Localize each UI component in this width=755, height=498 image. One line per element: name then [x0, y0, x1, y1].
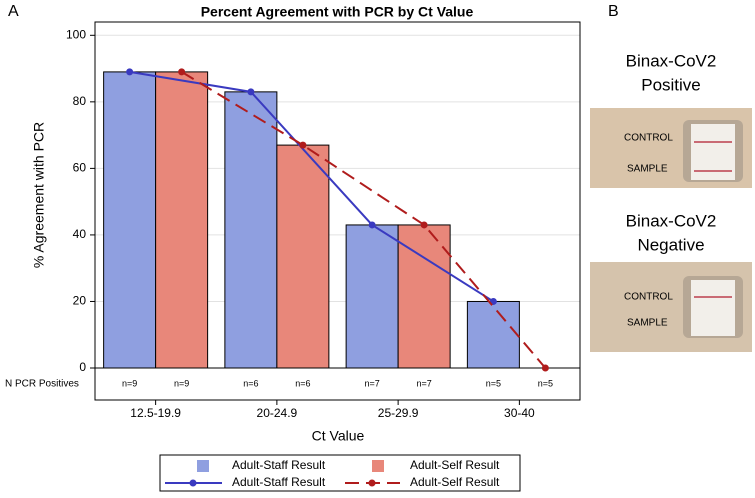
- legend-label: Adult-Staff Result: [232, 475, 326, 489]
- count-row-label: N PCR Positives: [5, 379, 79, 390]
- panel-label: A: [8, 3, 19, 20]
- image-text: CONTROL: [624, 133, 673, 144]
- legend-swatch: [368, 479, 376, 487]
- chart-title: Percent Agreement with PCR by Ct Value: [201, 4, 474, 20]
- image-title: Binax-CoV2: [626, 211, 717, 230]
- y-tick-label: 0: [79, 360, 86, 374]
- image-text: CONTROL: [624, 292, 673, 303]
- image-text: SAMPLE: [627, 318, 668, 329]
- x-tick-label: 20-24.9: [257, 406, 298, 420]
- y-tick-label: 20: [73, 294, 87, 308]
- y-tick-label: 100: [66, 27, 86, 41]
- legend-swatch: [197, 460, 209, 472]
- y-tick-label: 40: [73, 227, 87, 241]
- image-title: Negative: [637, 235, 704, 254]
- x-axis-label: Ct Value: [312, 428, 365, 444]
- x-tick-label: 12.5-19.9: [130, 406, 181, 420]
- panel-label: B: [608, 3, 619, 20]
- legend-label: Adult-Self Result: [410, 458, 500, 472]
- point: [420, 221, 428, 229]
- point: [247, 88, 255, 96]
- legend-swatch: [189, 479, 197, 487]
- count-label: n=5: [538, 378, 553, 388]
- bar: [345, 224, 399, 369]
- point: [368, 221, 376, 229]
- bar: [276, 144, 330, 369]
- y-tick-label: 80: [73, 94, 87, 108]
- point: [299, 141, 307, 149]
- line: [181, 71, 547, 369]
- count-label: n=7: [364, 378, 379, 388]
- plot-frame: [94, 21, 581, 401]
- point: [541, 364, 549, 372]
- count-label: n=6: [243, 378, 258, 388]
- x-tick-label: 25-29.9: [378, 406, 419, 420]
- count-label: n=7: [416, 378, 431, 388]
- line: [129, 70, 494, 303]
- image-title: Positive: [641, 75, 701, 94]
- bar: [224, 91, 278, 369]
- test-image: [590, 262, 752, 352]
- legend-label: Adult-Staff Result: [232, 458, 326, 472]
- y-axis-label: % Agreement with PCR: [31, 122, 47, 268]
- test-image: [590, 108, 752, 188]
- count-label: n=9: [122, 378, 137, 388]
- bar: [103, 71, 157, 369]
- count-label: n=5: [486, 378, 501, 388]
- count-label: n=6: [295, 378, 310, 388]
- point: [178, 68, 186, 76]
- x-tick-label: 30-40: [504, 406, 535, 420]
- y-tick-label: 60: [73, 161, 87, 175]
- count-label: n=9: [174, 378, 189, 388]
- image-title: Binax-CoV2: [626, 51, 717, 70]
- image-text: SAMPLE: [627, 164, 668, 175]
- bar: [155, 71, 209, 369]
- legend-label: Adult-Self Result: [410, 475, 500, 489]
- bar: [466, 300, 520, 369]
- legend-swatch: [372, 460, 384, 472]
- legend-box: [159, 454, 521, 492]
- point: [126, 68, 134, 76]
